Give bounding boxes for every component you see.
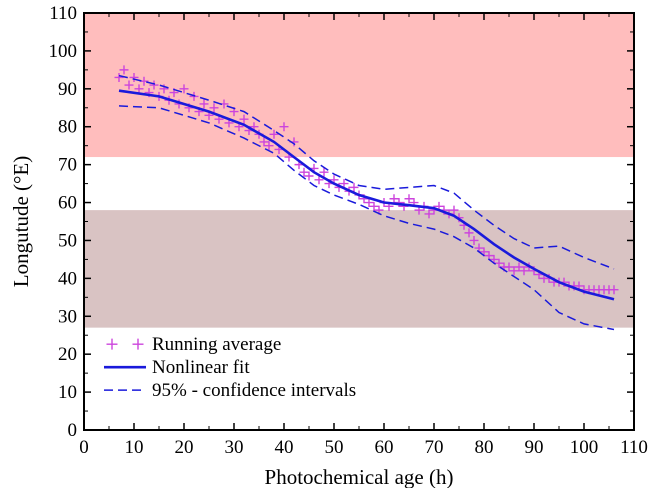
band-1 — [84, 210, 634, 328]
legend-marker-running-average — [107, 339, 118, 350]
x-tick-label: 110 — [620, 437, 648, 458]
y-tick-label: 110 — [49, 3, 77, 24]
x-tick-label: 30 — [225, 437, 244, 458]
y-tick-label: 20 — [58, 344, 77, 365]
y-axis-title: Longutude (°E) — [9, 156, 33, 287]
x-tick-label: 40 — [275, 437, 294, 458]
y-tick-label: 70 — [58, 155, 77, 176]
x-tick-label: 0 — [79, 437, 89, 458]
y-tick-label: 30 — [58, 306, 77, 327]
band-0 — [84, 13, 634, 157]
x-tick-label: 60 — [375, 437, 394, 458]
y-tick-label: 80 — [58, 117, 77, 138]
legend-label: 95% - confidence intervals — [152, 380, 356, 401]
y-tick-label: 0 — [68, 420, 78, 441]
legend-label: Running average — [152, 334, 281, 355]
x-tick-label: 80 — [475, 437, 494, 458]
x-axis-title: Photochemical age (h) — [265, 465, 454, 488]
y-tick-label: 100 — [49, 41, 78, 62]
y-tick-label: 60 — [58, 193, 77, 214]
x-tick-label: 70 — [425, 437, 444, 458]
x-tick-label: 90 — [525, 437, 544, 458]
x-tick-label: 50 — [325, 437, 344, 458]
y-tick-label: 90 — [58, 79, 77, 100]
x-tick-label: 10 — [125, 437, 144, 458]
y-tick-label: 40 — [58, 268, 77, 289]
background-bands — [84, 13, 634, 328]
y-tick-label: 10 — [58, 382, 77, 403]
x-tick-label: 100 — [570, 437, 599, 458]
legend-label: Nonlinear fit — [152, 357, 250, 378]
y-tick-label: 50 — [58, 230, 77, 251]
legend-marker-running-average — [133, 339, 144, 350]
x-tick-label: 20 — [175, 437, 194, 458]
